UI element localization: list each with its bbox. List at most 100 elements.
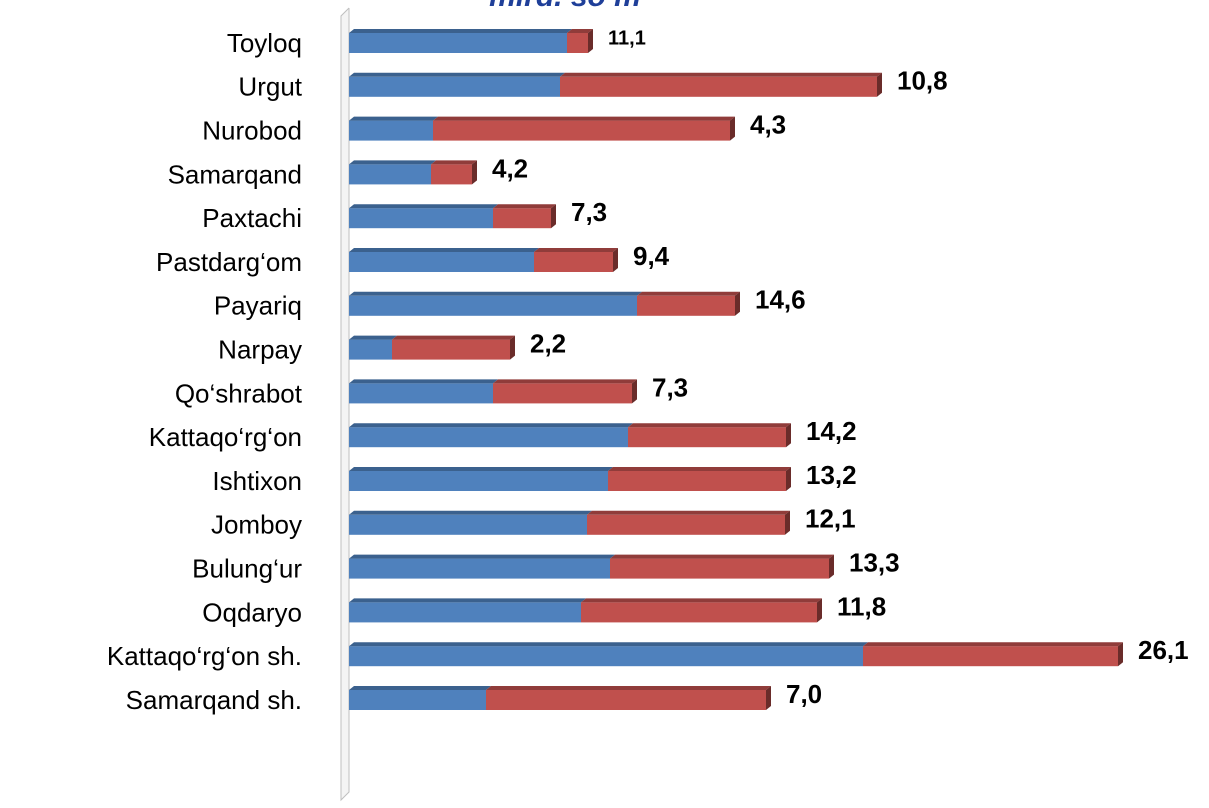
bar-end <box>877 72 882 97</box>
data-label: 4,3 <box>750 109 786 139</box>
bar-end <box>817 598 822 623</box>
bar-top <box>349 29 572 33</box>
bar-top <box>587 510 790 515</box>
data-label: 7,3 <box>652 372 688 402</box>
bar-top <box>349 335 397 340</box>
bar-segment <box>349 471 608 491</box>
bar-top <box>493 379 637 384</box>
bar-segment <box>349 602 581 623</box>
y-tick-label: Toyloq <box>227 28 302 58</box>
bar-top <box>349 642 868 647</box>
y-tick-label: Urgut <box>238 72 302 102</box>
data-label: 13,2 <box>806 460 857 490</box>
bar-segment <box>608 471 786 491</box>
bar-top <box>560 72 882 77</box>
bar-top <box>349 423 633 428</box>
y-tick-label: Oqdaryo <box>202 597 302 627</box>
y-tick-label: Kattaqo‘rg‘on sh. <box>107 641 302 671</box>
bar-segment <box>493 208 551 229</box>
bar-segment <box>349 120 433 141</box>
bar-end <box>472 160 477 185</box>
bar-segment <box>349 690 486 710</box>
bar-top <box>431 160 477 165</box>
bar-end <box>551 204 556 229</box>
bar-segment <box>349 252 534 272</box>
data-label: 11,1 <box>608 27 646 49</box>
bar-end <box>786 423 791 448</box>
bar-top <box>349 467 613 471</box>
bar-top <box>349 248 539 252</box>
data-label: 7,0 <box>786 679 822 709</box>
bar-end <box>785 510 790 535</box>
data-label: 14,2 <box>806 416 857 446</box>
bar-end <box>632 379 637 404</box>
data-label: 11,8 <box>837 591 886 621</box>
bar-top <box>534 248 618 252</box>
y-tick-label: Payariq <box>214 291 302 321</box>
bar-top <box>349 72 565 77</box>
data-label: 12,1 <box>805 504 856 534</box>
y-tick-label: Samarqand <box>168 159 302 189</box>
bar-end <box>766 686 771 710</box>
y-tick-label: Bulung‘ur <box>192 553 302 583</box>
bar-segment <box>863 646 1118 667</box>
bar-top <box>608 467 791 471</box>
axis-wall <box>340 7 350 802</box>
bar-segment <box>587 514 785 535</box>
bar-top <box>863 642 1123 647</box>
bar-segment <box>431 164 472 185</box>
bar-segment <box>534 252 613 272</box>
bar-end <box>510 335 515 360</box>
bar-top <box>349 554 615 559</box>
data-label: 9,4 <box>633 241 670 271</box>
bar-segment <box>349 164 431 185</box>
bar-top <box>349 510 592 515</box>
data-label: 7,3 <box>571 197 607 227</box>
y-tick-label: Narpay <box>218 334 302 364</box>
bar-end <box>613 248 618 272</box>
bar-end <box>735 291 740 316</box>
data-label: 10,8 <box>897 66 948 96</box>
bar-top <box>392 335 515 340</box>
bar-end <box>786 467 791 491</box>
bar-segment <box>637 295 735 316</box>
y-tick-label: Paxtachi <box>202 203 302 233</box>
bar-top <box>567 29 593 33</box>
y-tick-label: Samarqand sh. <box>126 685 302 715</box>
y-tick-label: Ishtixon <box>212 466 302 496</box>
y-tick-label: Pastdarg‘om <box>156 247 302 277</box>
bar-segment <box>349 76 560 97</box>
bar-end <box>1118 642 1123 667</box>
bar-segment <box>610 558 829 579</box>
bar-top <box>628 423 791 428</box>
bar-top <box>349 686 491 690</box>
bar-top <box>349 291 642 296</box>
bar-end <box>588 29 593 53</box>
data-label: 2,2 <box>530 328 566 358</box>
bar-segment <box>349 295 637 316</box>
bar-top <box>581 598 822 603</box>
bar-top <box>349 160 436 165</box>
bar-segment <box>493 383 632 404</box>
bar-segment <box>349 427 628 448</box>
bar-end <box>730 116 735 141</box>
bar-segment <box>349 558 610 579</box>
bar-segment <box>349 646 863 667</box>
bar-segment <box>628 427 786 448</box>
chart-title: mlrd. so‘m <box>489 0 641 13</box>
bar-segment <box>567 33 588 53</box>
bar-segment <box>581 602 817 623</box>
bar-top <box>486 686 771 690</box>
bar-top <box>349 204 498 209</box>
bar-segment <box>349 208 493 229</box>
y-tick-label: Nurobod <box>202 115 302 145</box>
bar-segment <box>349 33 567 53</box>
data-label: 4,2 <box>492 153 528 183</box>
bar-segment <box>433 120 730 141</box>
bar-top <box>349 379 498 384</box>
data-label: 14,6 <box>755 285 806 315</box>
y-tick-label: Kattaqo‘rg‘on <box>149 422 302 452</box>
y-tick-label: Qo‘shrabot <box>175 378 303 408</box>
bar-top <box>349 598 586 603</box>
